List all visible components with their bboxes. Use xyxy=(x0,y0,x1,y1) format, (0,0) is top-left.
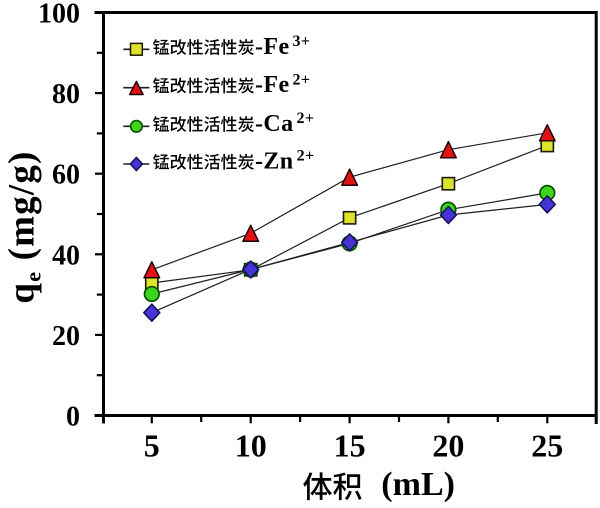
svg-text:10: 10 xyxy=(235,428,267,464)
svg-text:qe (mg/g): qe (mg/g) xyxy=(2,150,46,303)
svg-text:20: 20 xyxy=(432,428,464,464)
svg-text:40: 40 xyxy=(52,240,80,271)
svg-text:80: 80 xyxy=(52,79,80,110)
svg-text:60: 60 xyxy=(52,160,80,191)
svg-text:15: 15 xyxy=(334,428,366,464)
svg-text:(mL): (mL) xyxy=(381,466,455,503)
svg-text:100: 100 xyxy=(38,0,80,30)
svg-text:20: 20 xyxy=(52,321,80,352)
svg-text:5: 5 xyxy=(144,428,160,464)
svg-text:0: 0 xyxy=(66,402,80,433)
svg-text:25: 25 xyxy=(531,428,563,464)
